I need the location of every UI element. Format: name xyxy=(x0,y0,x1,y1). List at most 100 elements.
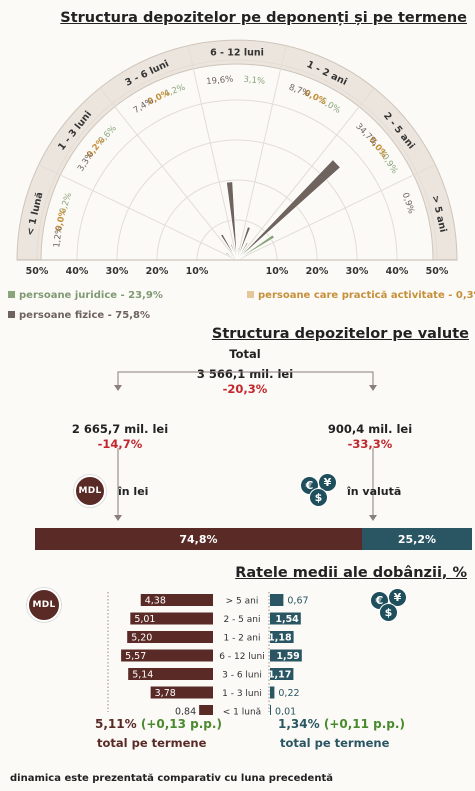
radial-grid-arc xyxy=(116,139,358,261)
rates-label-mdl: 5,57 xyxy=(125,651,146,662)
rates-category-label: 2 - 5 ani xyxy=(223,615,260,625)
radial-bar xyxy=(230,243,238,261)
mdl-total-rate: 5,11% (+0,13 p.p.) xyxy=(95,717,222,731)
fx-rates-icon: € ¥ $ xyxy=(370,588,410,624)
rates-category-label: 1 - 2 ani xyxy=(223,634,260,644)
radial-value-label: 8,7% xyxy=(287,83,311,100)
rates-label-fx: 1,18 xyxy=(268,633,292,644)
radial-value-label: 19,6% xyxy=(206,75,234,88)
radial-tick-label: 40% xyxy=(66,266,89,277)
bar-segment-lei: 74,8% xyxy=(35,528,362,550)
rates-bar-mdl xyxy=(127,631,213,643)
total-label: Total xyxy=(229,347,261,361)
lei-label: în lei xyxy=(118,485,149,498)
rates-bar-mdl xyxy=(128,668,213,680)
radial-tick-label: 10% xyxy=(266,266,289,277)
radial-bar xyxy=(236,242,249,261)
rates-category-label: 1 - 3 luni xyxy=(222,689,262,699)
radial-tick-label: 10% xyxy=(186,266,209,277)
rates-label-fx: 0,01 xyxy=(275,707,296,716)
radial-bar xyxy=(236,247,240,261)
radial-grid-arc xyxy=(76,99,398,261)
rates-label-mdl: 5,14 xyxy=(132,670,153,681)
rates-bar-mdl xyxy=(140,594,213,606)
rates-bar-mdl xyxy=(130,612,213,625)
dollar-icon: $ xyxy=(309,488,328,507)
rates-category-label: > 5 ani xyxy=(226,597,259,607)
total-block: Total 3 566,1 mil. lei -20,3% xyxy=(180,347,310,397)
legend-label-fizice: persoane fizice - 75,8% xyxy=(19,310,151,321)
radial-tick-label: 50% xyxy=(426,266,449,277)
radial-bar xyxy=(236,234,275,261)
currency-stacked-bar: 74,8% 25,2% xyxy=(35,528,472,550)
rates-title: Ratele medii ale dobânzii, % xyxy=(235,565,467,581)
legend-persoane-activitate: persoane care practică activitate - 0,3% xyxy=(247,290,475,301)
radial-grid-arc xyxy=(36,59,438,261)
yen-rates-icon: ¥ xyxy=(388,588,407,607)
rates-bar-mdl xyxy=(199,705,213,715)
mdl-rates-icon: MDL xyxy=(27,588,61,622)
legend-swatch-juridice xyxy=(8,290,15,298)
fx-currency-icon: € ¥ $ xyxy=(300,473,340,509)
rates-chart: 4,38 > 5 ani 0,67 5,01 2 - 5 ani 1,54 5,20 1 - … xyxy=(107,592,309,716)
legend-label-activitate: persoane care practică activitate - 0,3% xyxy=(258,290,475,301)
rates-bar-mdl xyxy=(150,686,213,699)
rates-bar-fx xyxy=(270,705,271,715)
rates-bar-fx xyxy=(270,668,294,680)
radial-sector-divider xyxy=(99,87,238,261)
radial-sector-divider xyxy=(38,164,238,261)
connector-arrow-fx xyxy=(369,515,377,521)
rates-label-mdl: 4,38 xyxy=(145,596,166,607)
radial-bar xyxy=(236,226,251,261)
radial-tick-label: 50% xyxy=(26,266,49,277)
rates-bar-fx xyxy=(270,649,302,662)
mdl-icon: MDL xyxy=(74,475,106,507)
radial-value-label: 1,2% xyxy=(52,226,65,249)
main-title: Structura depozitelor pe deponenți și pe… xyxy=(60,10,467,26)
rates-label-mdl: 3,78 xyxy=(155,688,176,699)
mdl-total-label: total pe termene xyxy=(97,736,207,750)
fx-total-rate: 1,34% (+0,11 p.p.) xyxy=(278,717,405,731)
radial-tick-label: 30% xyxy=(106,266,129,277)
rates-label-fx: 0,22 xyxy=(278,688,299,699)
bar-segment-fx: 25,2% xyxy=(361,528,472,550)
rates-category-label: 3 - 6 luni xyxy=(222,671,262,681)
radial-tick-label: 30% xyxy=(346,266,369,277)
radial-value-label: 3,3% xyxy=(76,150,96,174)
legend-label-juridice: persoane juridice - 23,9% xyxy=(19,290,163,301)
connector-top xyxy=(117,371,374,387)
rates-label-fx: 0,67 xyxy=(287,596,308,607)
legend-swatch-activitate xyxy=(247,290,254,298)
radial-value-label: 3,1% xyxy=(243,75,265,87)
radial-bar xyxy=(225,251,238,261)
fx-label: în valută xyxy=(347,485,402,498)
rates-category-label: 6 - 12 luni xyxy=(219,652,264,662)
connector-arrow-lei xyxy=(114,515,122,521)
connector-arrow-right-top xyxy=(369,385,377,391)
fx-total-value: 1,34% xyxy=(278,717,320,731)
radial-sector-divider xyxy=(236,164,436,261)
rates-bar-fx xyxy=(270,631,294,643)
legend-persoane-fizice: persoane fizice - 75,8% xyxy=(8,310,150,321)
lei-change: -14,7% xyxy=(97,437,143,451)
fx-total-change: (+0,11 p.p.) xyxy=(323,717,405,731)
rates-label-fx: 1,54 xyxy=(275,614,299,625)
radial-bar xyxy=(236,159,341,261)
rates-bar-fx xyxy=(270,594,284,606)
rates-bar-fx xyxy=(270,686,275,699)
radial-value-label: 34,7% xyxy=(353,122,379,148)
mdl-total-value: 5,11% xyxy=(95,717,137,731)
rates-bar-mdl xyxy=(121,649,213,662)
radial-value-label: 0,9% xyxy=(400,191,416,215)
radial-sector-divider xyxy=(187,45,238,261)
radial-bar xyxy=(226,181,238,261)
bar-label-fx: 25,2% xyxy=(397,532,437,546)
yen-icon: ¥ xyxy=(318,473,337,492)
mdl-total-change: (+0,13 p.p.) xyxy=(140,717,222,731)
fx-block: 900,4 mil. lei -33,3% xyxy=(310,422,430,452)
radial-sector-divider xyxy=(236,87,375,261)
rates-category-label: < 1 lună xyxy=(223,708,261,716)
legend-swatch-fizice xyxy=(8,310,15,318)
radial-grid-arc xyxy=(156,179,318,261)
